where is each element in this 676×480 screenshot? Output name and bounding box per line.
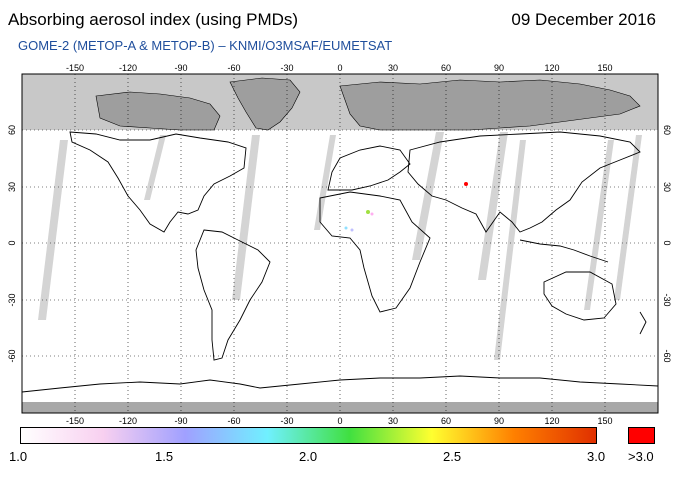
map-title: Absorbing aerosol index (using PMDs) [8,10,299,29]
top-longitude-ticks: -150 -120 -90 -60 -30 0 30 60 90 120 150 [66,63,613,73]
aerosol-point [370,212,374,216]
map-frame [21,73,659,414]
lon-tick-label: 30 [388,63,398,73]
colorbar-label: 3.0 [587,449,606,464]
lat-tick-label: 60 [662,125,672,135]
lon-tick-label: 0 [337,63,342,73]
colorbar-gradient [20,427,597,444]
lon-tick-label: -30 [280,63,293,73]
colorbar-label: 2.0 [299,449,318,464]
lon-tick-label: 150 [597,416,612,426]
right-latitude-ticks: 60 30 0 -30 -60 [662,125,672,363]
lon-tick-label: 90 [494,416,504,426]
lon-tick-label: 0 [337,416,342,426]
lon-tick-label: -120 [119,416,137,426]
lat-tick-label: 0 [7,240,17,245]
aerosol-point [344,226,348,230]
lon-tick-label: -120 [119,63,137,73]
lon-tick-label: 60 [441,63,451,73]
bottom-longitude-ticks: -150 -120 -90 -60 -30 0 30 60 90 120 150 [66,416,613,426]
lon-tick-label: 150 [597,63,612,73]
colorbar-over-label: >3.0 [628,449,654,464]
data-source-subtitle: GOME-2 (METOP-A & METOP-B) – KNMI/O3MSAF… [18,38,393,53]
coastlines [21,131,659,393]
lon-tick-label: -90 [174,416,187,426]
lon-tick-label: -60 [227,416,240,426]
lat-tick-label: -30 [7,293,17,306]
aerosol-hotspot [464,182,468,186]
left-latitude-ticks: 60 30 0 -30 -60 [7,125,17,363]
lon-tick-label: -60 [227,63,240,73]
colorbar-label: 1.5 [155,449,174,464]
lon-tick-label: -90 [174,63,187,73]
swath-gaps [38,132,642,360]
lat-tick-label: 30 [662,182,672,192]
lon-tick-label: 120 [544,416,559,426]
lon-tick-label: 120 [544,63,559,73]
lat-tick-label: -60 [7,349,17,362]
aerosol-signals [344,182,468,232]
lat-tick-label: 0 [662,240,672,245]
lon-tick-label: 90 [494,63,504,73]
colorbar-label: 1.0 [9,449,28,464]
lat-tick-label: -60 [662,349,672,362]
lat-tick-label: 30 [7,182,17,192]
lat-tick-label: -30 [662,293,672,306]
colorbar-over-swatch [628,427,655,444]
lon-tick-label: -30 [280,416,293,426]
lon-tick-label: 30 [388,416,398,426]
lon-tick-label: -150 [66,63,84,73]
lon-tick-label: -150 [66,416,84,426]
arctic-land [95,77,641,131]
map-date: 09 December 2016 [511,10,656,29]
aerosol-point [350,228,354,232]
colorbar-label: 2.5 [443,449,462,464]
aerosol-point [366,210,370,214]
graticule [22,74,658,413]
lat-tick-label: 60 [7,125,17,135]
south-no-data-band [22,402,658,413]
lon-tick-label: 60 [441,416,451,426]
